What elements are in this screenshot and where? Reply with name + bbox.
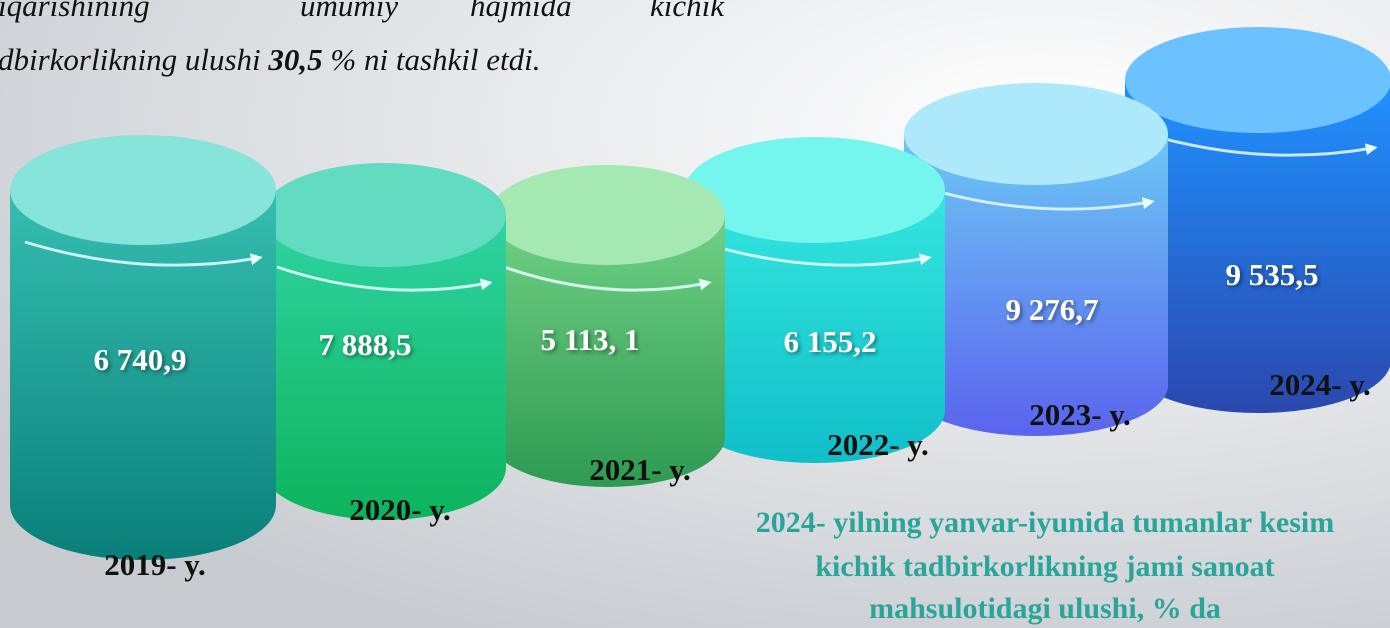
intro-word: iqarishining <box>0 0 150 23</box>
intro-word: kichik <box>650 0 725 23</box>
labels: 6 740,9 2019- y. 7 888,5 2020- y. 5 113, 1 20… <box>94 257 1371 582</box>
intro-word: hajmida <box>470 0 572 23</box>
cylinder-body <box>904 134 1168 436</box>
caption-line: 2024- yilning yanvar-iyunida tumanlar ke… <box>756 506 1334 539</box>
cylinder-body <box>489 215 725 487</box>
value-label: 7 888,5 <box>319 327 412 362</box>
cylinder-top <box>685 137 945 243</box>
cylinder <box>262 163 506 520</box>
year-label: 2019- y. <box>104 547 206 582</box>
intro-word: umumiy <box>300 0 398 23</box>
year-label: 2022- y. <box>827 427 929 462</box>
intro: iqarishining umumiy hajmida kichik dbirk… <box>0 0 725 77</box>
cylinder <box>489 165 725 487</box>
cylinder-body <box>1125 80 1390 413</box>
intro-text: dbirkorlikning ulushi <box>0 42 268 77</box>
cylinder-top <box>262 163 506 267</box>
cylinder-top <box>10 135 276 245</box>
intro-text: % ni tashkil etdi. <box>323 42 541 77</box>
cylinder-body <box>685 190 945 463</box>
intro-bold: 30,5 <box>267 42 322 77</box>
arrow <box>503 265 712 292</box>
cylinder-body <box>10 190 276 560</box>
value-label: 9 535,5 <box>1226 257 1319 292</box>
cylinder <box>10 135 276 560</box>
year-label: 2024- y. <box>1269 367 1371 402</box>
cylinder <box>1125 27 1390 413</box>
cylinder-top <box>904 83 1168 185</box>
caption-line: kichik tadbirkorlikning jami sanoat <box>815 550 1274 583</box>
value-label: 5 113, 1 <box>540 322 639 357</box>
arrow <box>1139 130 1378 157</box>
value-label: 6 740,9 <box>94 342 187 377</box>
year-label: 2021- y. <box>589 452 691 487</box>
intro-line: dbirkorlikning ulushi 30,5 % ni tashkil … <box>0 42 540 77</box>
caption-line: mahsulotidagi ulushi, % da <box>869 592 1221 625</box>
cylinders <box>10 27 1390 560</box>
cylinder <box>904 83 1168 436</box>
value-label: 6 155,2 <box>784 324 877 359</box>
cylinder-top <box>489 165 725 265</box>
cylinder-top <box>1125 27 1390 133</box>
year-label: 2023- y. <box>1029 397 1131 432</box>
arrow <box>699 240 932 267</box>
arrow <box>24 240 263 267</box>
caption: 2024- yilning yanvar-iyunida tumanlar ke… <box>756 506 1334 625</box>
value-label: 9 276,7 <box>1006 292 1099 327</box>
cylinder-body <box>262 215 506 520</box>
arrow <box>276 265 493 292</box>
cylinder <box>685 137 945 463</box>
arrow <box>918 184 1155 211</box>
year-label: 2020- y. <box>349 492 451 527</box>
